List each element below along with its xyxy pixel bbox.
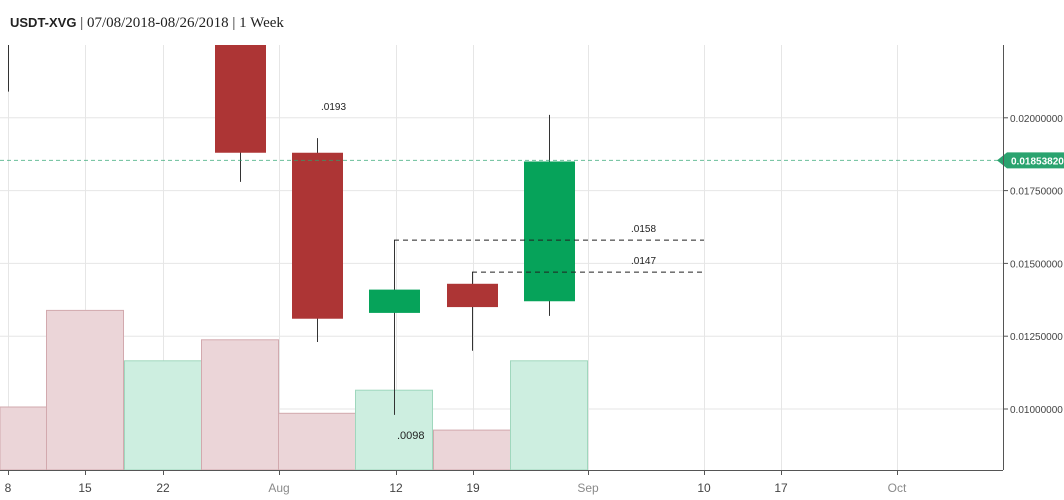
low-label: .0098 [397,430,425,442]
axes: 0.01000000 0.01250000 0.01500000 0.01750000… [0,45,1063,495]
x-tick-label: Aug [268,481,289,495]
volume-bar [46,309,124,471]
symbol-label: USDT-XVG [10,15,77,30]
volume-bar [433,429,511,471]
candle-body [369,289,420,313]
y-tick-label: 0.01750000 [1010,187,1063,198]
candle-body [524,161,575,302]
header-info: | 07/08/2018-08/26/2018 | 1 Week [76,15,284,31]
annotations: .0193 .0158 .0147 .0098 0.01853820 [0,102,1064,442]
high-label: .0193 [321,102,346,113]
candles [8,45,575,415]
volume-bar [0,406,47,471]
x-tick-label: 22 [156,481,170,495]
y-tick-label: 0.01500000 [1010,259,1063,270]
x-tick-label: 8 [5,481,12,495]
chart-header: USDT-XVG | 07/08/2018-08/26/2018 | 1 Wee… [10,14,284,32]
volume-bar [201,339,279,471]
candle-body [215,45,266,153]
x-tick-label: 10 [697,481,711,495]
y-tick-label: 0.02000000 [1010,114,1063,125]
y-tick-label: 0.01000000 [1010,405,1063,416]
x-tick-label: Sep [577,481,599,495]
x-tick-label: Oct [888,481,907,495]
volume-bars [0,309,588,471]
last-price-tag [997,152,1064,169]
last-price-text: 0.01853820 [1011,156,1064,167]
price-marker-label: .0147 [631,256,656,267]
x-tick-label: 12 [389,481,403,495]
x-tick-label: 17 [774,481,788,495]
candle-body [447,283,498,308]
volume-bar [278,412,356,471]
volume-bar [510,360,588,471]
y-tick-label: 0.01250000 [1010,332,1063,343]
candle-body [292,152,343,319]
price-marker-label: .0158 [631,224,656,235]
x-tick-label: 15 [78,481,92,495]
x-tick-label: 19 [466,481,480,495]
volume-bar [124,360,202,471]
